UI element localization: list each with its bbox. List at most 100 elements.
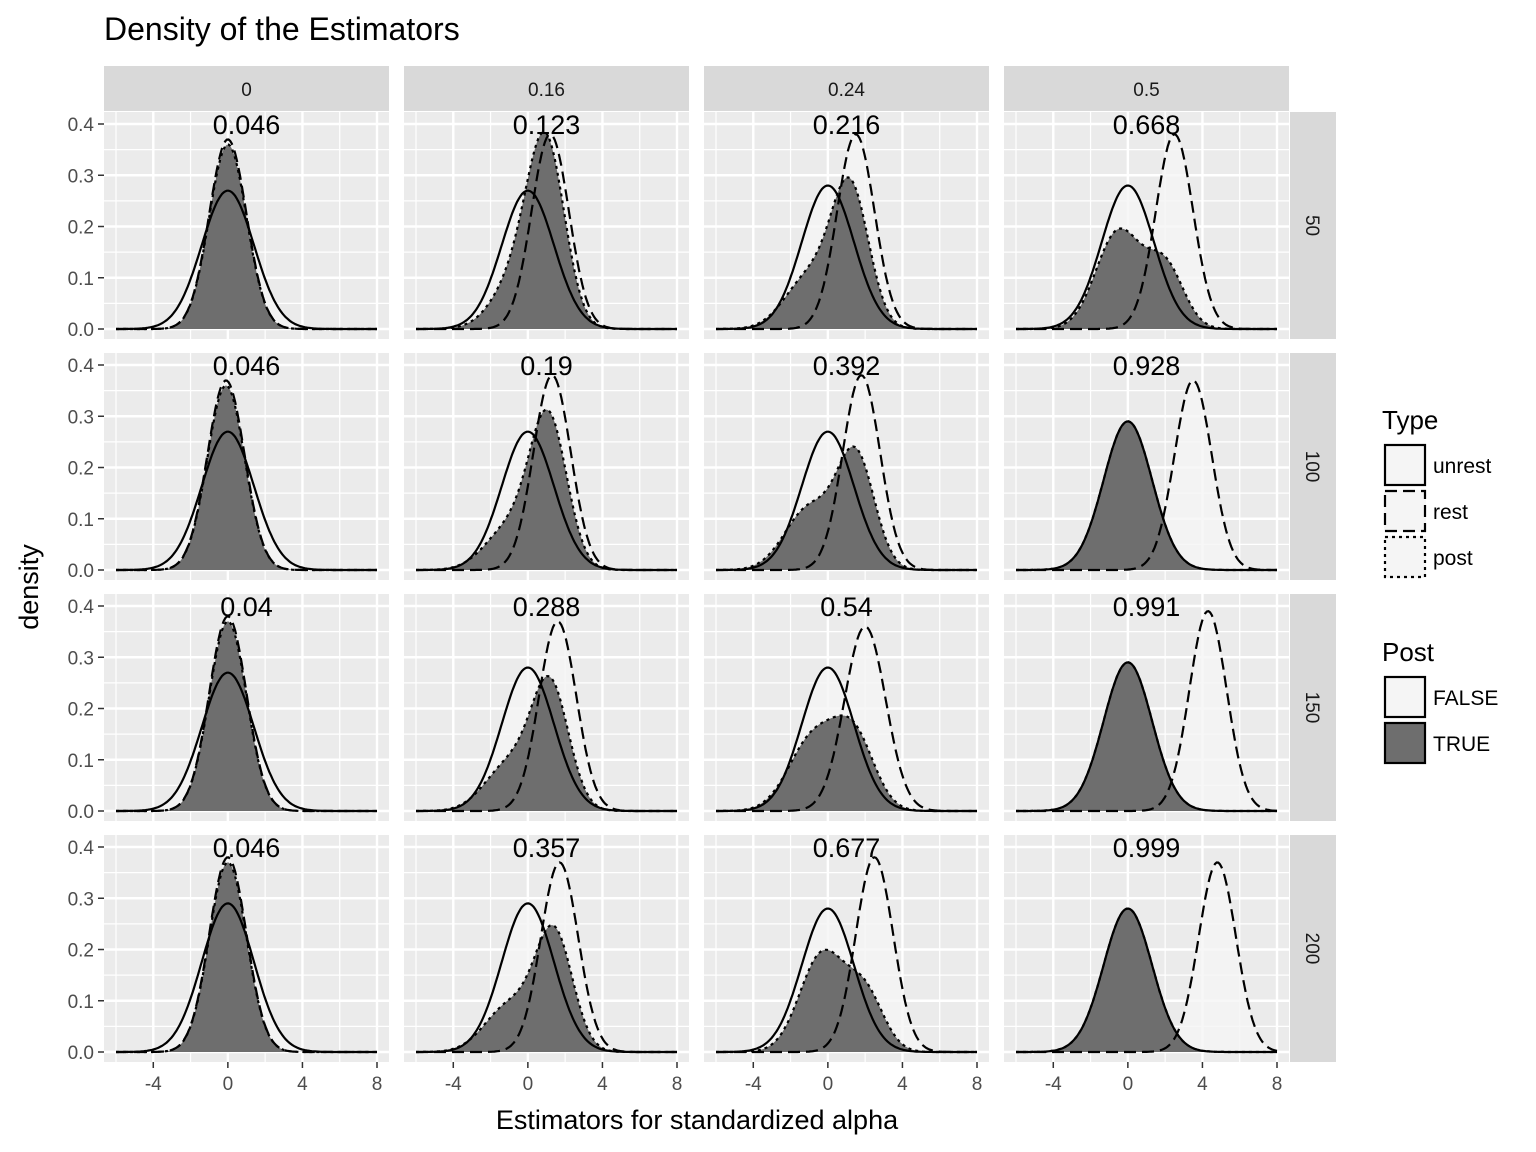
density-line-post <box>1016 227 1277 331</box>
legend-post-title: Post <box>1382 637 1435 667</box>
density-line-post <box>416 408 677 572</box>
facet-panel: 0.288 <box>404 592 689 821</box>
x-tick-label: 4 <box>1197 1074 1208 1095</box>
facet-panel: 0.668 <box>1004 110 1289 339</box>
legend-post-label: FALSE <box>1433 687 1498 710</box>
legend-post-key <box>1383 721 1427 765</box>
density-line-rest <box>416 620 677 813</box>
power-annotation: 0.123 <box>513 110 581 140</box>
density-line-rest <box>716 625 977 813</box>
density-line-post <box>716 714 977 813</box>
column-strip-label: 0 <box>241 80 252 101</box>
y-tick-label: 0.1 <box>68 992 94 1013</box>
legend-type-label: post <box>1433 547 1473 570</box>
y-tick-label: 0.1 <box>68 269 94 290</box>
density-area-post <box>1016 228 1277 329</box>
x-axis: -4 0 4 8 -4 0 4 8 -4 0 4 8 -4 0 4 8 <box>145 1062 1282 1095</box>
density-line-post <box>116 861 377 1054</box>
y-tick-label: 0.0 <box>68 320 94 341</box>
x-tick-label: 8 <box>372 1074 383 1095</box>
row-strip <box>1290 594 1336 821</box>
power-annotation: 0.04 <box>220 592 273 622</box>
legend-post-label: TRUE <box>1433 733 1490 756</box>
power-annotation: 0.54 <box>820 592 873 622</box>
power-annotation: 0.357 <box>513 833 581 863</box>
row-strip <box>1290 112 1336 339</box>
density-line-post <box>116 620 377 813</box>
x-axis-title: Estimators for standardized alpha <box>496 1105 899 1135</box>
power-annotation: 0.288 <box>513 592 581 622</box>
density-line-rest <box>716 856 977 1054</box>
facet-panel: 0.357 <box>404 833 689 1062</box>
legend-type-key-border <box>1383 535 1427 579</box>
density-area-post <box>1016 662 1277 811</box>
power-annotation: 0.046 <box>213 110 281 140</box>
column-strip <box>104 66 389 111</box>
legend-post-key <box>1383 675 1427 719</box>
y-tick-label: 0.2 <box>68 700 94 721</box>
density-line-post <box>116 143 377 331</box>
density-line-post <box>716 445 977 572</box>
density-area-post <box>416 676 677 811</box>
y-tick-label: 0.4 <box>68 356 95 377</box>
row-strip-label: 50 <box>1301 215 1322 236</box>
density-line-unrest <box>716 907 977 1054</box>
x-tick-label: 0 <box>1123 1074 1134 1095</box>
column-strip-label: 0.16 <box>528 80 565 101</box>
row-strip <box>1290 353 1336 580</box>
power-annotation: 0.216 <box>813 110 881 140</box>
density-line-unrest <box>716 184 977 331</box>
x-tick-label: -4 <box>1045 1074 1062 1095</box>
density-line-post <box>716 948 977 1054</box>
density-area-post <box>116 385 377 570</box>
legend: Type unrest rest post Post FALSE TRUE <box>1382 405 1498 765</box>
y-tick-label: 0.4 <box>68 115 95 136</box>
facet-panel: 0.392 <box>704 351 989 580</box>
density-line-rest <box>1016 861 1278 1054</box>
y-axis: 0.0 0.1 0.2 0.3 0.4 0.0 0.1 0.2 0.3 0.4 0.0 0.1 0.2 0… <box>68 115 104 1064</box>
x-tick-label: 0 <box>523 1074 534 1095</box>
x-tick-label: 0 <box>823 1074 834 1095</box>
density-area-post <box>416 132 677 329</box>
power-annotation: 0.392 <box>813 351 881 381</box>
density-area-post <box>416 925 677 1052</box>
x-tick-label: -4 <box>445 1074 462 1095</box>
legend-type-key <box>1384 490 1426 532</box>
density-area-post <box>1016 421 1277 570</box>
x-tick-label: 8 <box>672 1074 683 1095</box>
power-annotation: 0.677 <box>813 833 881 863</box>
density-area-post <box>116 862 377 1052</box>
column-strips: 0 0.16 0.24 0.5 <box>104 66 1289 111</box>
density-line-post <box>716 176 977 331</box>
density-line-rest <box>416 374 677 572</box>
power-annotation: 0.999 <box>1113 833 1181 863</box>
density-area-rest <box>1016 611 1277 811</box>
power-annotation: 0.046 <box>213 833 281 863</box>
density-area-post <box>716 177 977 329</box>
facet-panel: 0.046 <box>104 110 389 339</box>
y-tick-label: 0.0 <box>68 561 94 582</box>
density-area-post <box>716 446 977 570</box>
density-area-post <box>416 409 677 570</box>
facet-panel: 0.999 <box>1004 833 1289 1062</box>
x-tick-label: -4 <box>145 1074 162 1095</box>
power-annotation: 0.19 <box>520 351 573 381</box>
density-line-post <box>1016 907 1277 1054</box>
density-area-post <box>1016 908 1277 1052</box>
facet-panel: 0.046 <box>104 833 389 1062</box>
legend-type-label: unrest <box>1433 455 1492 478</box>
density-area-post <box>116 144 377 329</box>
column-strip-label: 0.5 <box>1133 80 1159 101</box>
facet-panel: 0.123 <box>404 110 689 339</box>
legend-type-title: Type <box>1382 405 1438 435</box>
y-tick-label: 0.3 <box>68 407 94 428</box>
row-strip-label: 100 <box>1301 451 1322 483</box>
density-area-rest <box>1016 380 1277 570</box>
density-area-post <box>716 715 977 811</box>
row-strip-label: 150 <box>1301 692 1322 724</box>
row-strips: 50 100 150 200 <box>1290 112 1336 1062</box>
column-strip <box>404 66 689 111</box>
y-tick-label: 0.4 <box>68 838 95 859</box>
density-line-rest <box>416 861 677 1054</box>
